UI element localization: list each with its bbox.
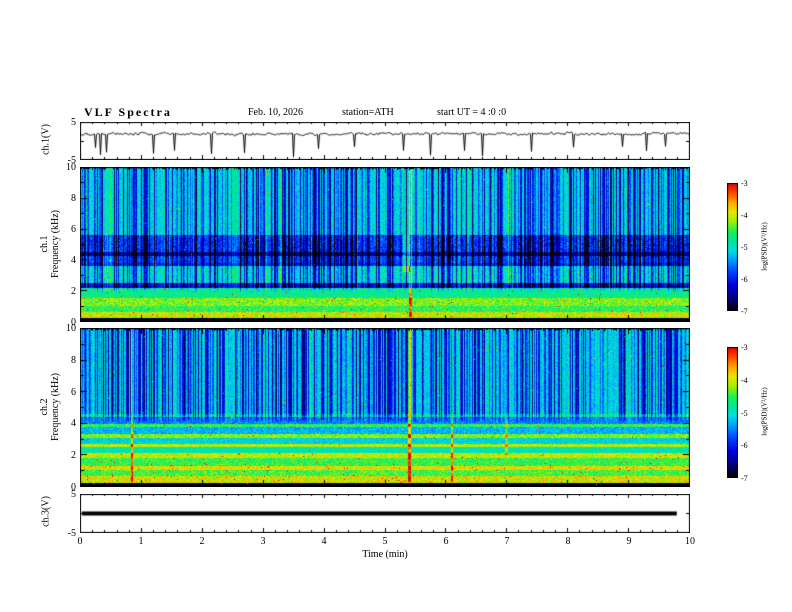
time-axis-tick-label: 10: [685, 536, 695, 547]
ch2-spectrogram-canvas: [80, 328, 690, 487]
time-axis-tick-label: 4: [321, 536, 327, 547]
ch1-spectrogram-canvas: [80, 167, 690, 322]
ch1-frequency-tick-label: 0: [71, 317, 76, 328]
time-axis-label: Time (min): [362, 549, 408, 560]
ch1-frequency-tick-label: 6: [71, 224, 76, 235]
ch1-frequency-tick-label: 8: [71, 193, 76, 204]
ch1-frequency-tick-label: 4: [71, 255, 76, 266]
ch3-voltage-axis-label: ch.3(V): [40, 496, 52, 527]
figure-date: Feb. 10, 2026: [248, 107, 303, 118]
colorbar1-tick-label: -3: [741, 179, 748, 188]
ch1-voltage-tick-label: -5: [67, 155, 76, 166]
ch2-frequency-tick-label: 10: [66, 323, 76, 334]
colorbar1-tick-label: -5: [741, 243, 748, 252]
colorbar2-tick-label: -6: [741, 441, 748, 451]
time-axis-tick-label: 8: [565, 536, 571, 547]
colorbar1-tick-label: -7: [741, 307, 748, 316]
colorbar2-tick-label: -3: [741, 343, 748, 352]
time-axis-tick-label: 2: [199, 536, 205, 547]
ch3-voltage-tick-label: -5: [67, 528, 76, 539]
ch1-frequency-axis-label-line1: ch.1: [39, 235, 50, 253]
time-axis-tick-label: 0: [77, 536, 83, 547]
time-axis-tick-label: 3: [260, 536, 266, 547]
ch1-waveform-canvas: [80, 122, 690, 160]
figure-title: VLF Spectra: [84, 105, 172, 119]
time-axis-tick-label: 7: [504, 536, 510, 547]
colorbar2-tick-label: -7: [741, 474, 748, 483]
ch2-frequency-tick-label: 2: [71, 450, 76, 462]
colorbar2-tick-label: -4: [741, 375, 748, 385]
colorbar2-label: log(PSD)(V²/Hz): [760, 387, 769, 436]
ch2-frequency-tick-label: 6: [71, 386, 76, 398]
colorbar1-label: log(PSD)(V²/Hz): [760, 222, 769, 271]
ch1-voltage-tick-label: 5: [71, 117, 76, 128]
colorbar2-tick-label: -5: [741, 408, 748, 418]
ch3-waveform-canvas: [80, 494, 690, 533]
figure-station: station=ATH: [342, 107, 394, 118]
time-axis-tick-label: 6: [443, 536, 449, 547]
ch2-frequency-tick-label: 8: [71, 354, 76, 366]
figure-start-ut: start UT = 4 :0 :0: [437, 107, 507, 118]
ch1-frequency-tick-label: 2: [71, 286, 76, 297]
colorbar2-canvas: [727, 347, 738, 478]
time-axis-tick-label: 5: [382, 536, 388, 547]
ch2-frequency-tick-label: 0: [71, 482, 76, 493]
colorbar1-tick-label: -6: [741, 275, 748, 284]
ch1-frequency-tick-label: 10: [66, 162, 76, 173]
time-axis-tick-label: 1: [138, 536, 144, 547]
colorbar1-tick-label: -4: [741, 211, 748, 220]
ch3-voltage-tick-label: 5: [71, 489, 76, 500]
colorbar1-canvas: [727, 183, 738, 311]
time-axis-tick-label: 9: [626, 536, 632, 547]
ch2-frequency-tick-label: 4: [71, 418, 76, 430]
